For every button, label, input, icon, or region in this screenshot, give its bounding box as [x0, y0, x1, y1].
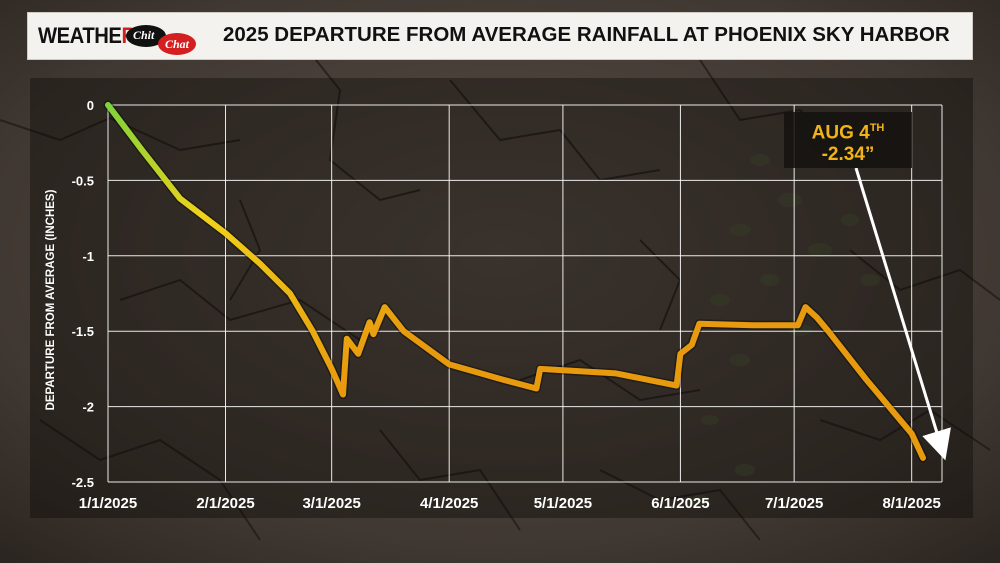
y-tick-label: -2.5 [72, 475, 94, 490]
series-layer [103, 100, 928, 463]
callout-date: AUG 4TH [811, 122, 885, 144]
chart-title: 2025 DEPARTURE FROM AVERAGE RAINFALL AT … [223, 23, 950, 46]
weather-chit-chat-logo: WEATHER Chit Chat [34, 16, 220, 58]
series-line [105, 102, 926, 461]
logo-chat-text: Chat [165, 37, 190, 51]
header-bar: WEATHER Chit Chat 2025 DEPARTURE FROM AV… [27, 12, 973, 60]
x-tick-label: 6/1/2025 [651, 495, 709, 512]
x-tick-labels: 1/1/2025 2/1/2025 3/1/2025 4/1/2025 5/1/2025… [79, 495, 941, 512]
x-tick-label: 1/1/2025 [79, 495, 137, 512]
x-tick-label: 3/1/2025 [302, 495, 360, 512]
callout-date-suffix: TH [869, 122, 885, 134]
y-tick-label: -1 [82, 249, 94, 264]
annotation-arrow [854, 167, 951, 461]
x-tick-label: 8/1/2025 [882, 495, 940, 512]
y-tick-label: 0 [87, 98, 94, 113]
chit-speech-bubble [126, 25, 166, 47]
y-tick-label: -0.5 [72, 173, 94, 188]
logo-chit-text: Chit [133, 28, 155, 42]
y-axis-label: DEPARTURE FROM AVERAGE (INCHES) [45, 189, 57, 410]
y-tick-labels: 0 -0.5 -1 -1.5 -2 -2.5 [72, 98, 94, 490]
x-tick-label: 5/1/2025 [534, 495, 592, 512]
x-tick-label: 7/1/2025 [765, 495, 823, 512]
y-tick-label: -1.5 [72, 324, 94, 339]
x-tick-label: 2/1/2025 [196, 495, 254, 512]
x-tick-label: 4/1/2025 [420, 495, 478, 512]
callout-value: -2.34” [821, 144, 875, 166]
chat-speech-bubble [158, 33, 196, 55]
y-tick-label: -2 [82, 400, 94, 415]
annotation-callout: AUG 4TH -2.34” [784, 112, 912, 168]
